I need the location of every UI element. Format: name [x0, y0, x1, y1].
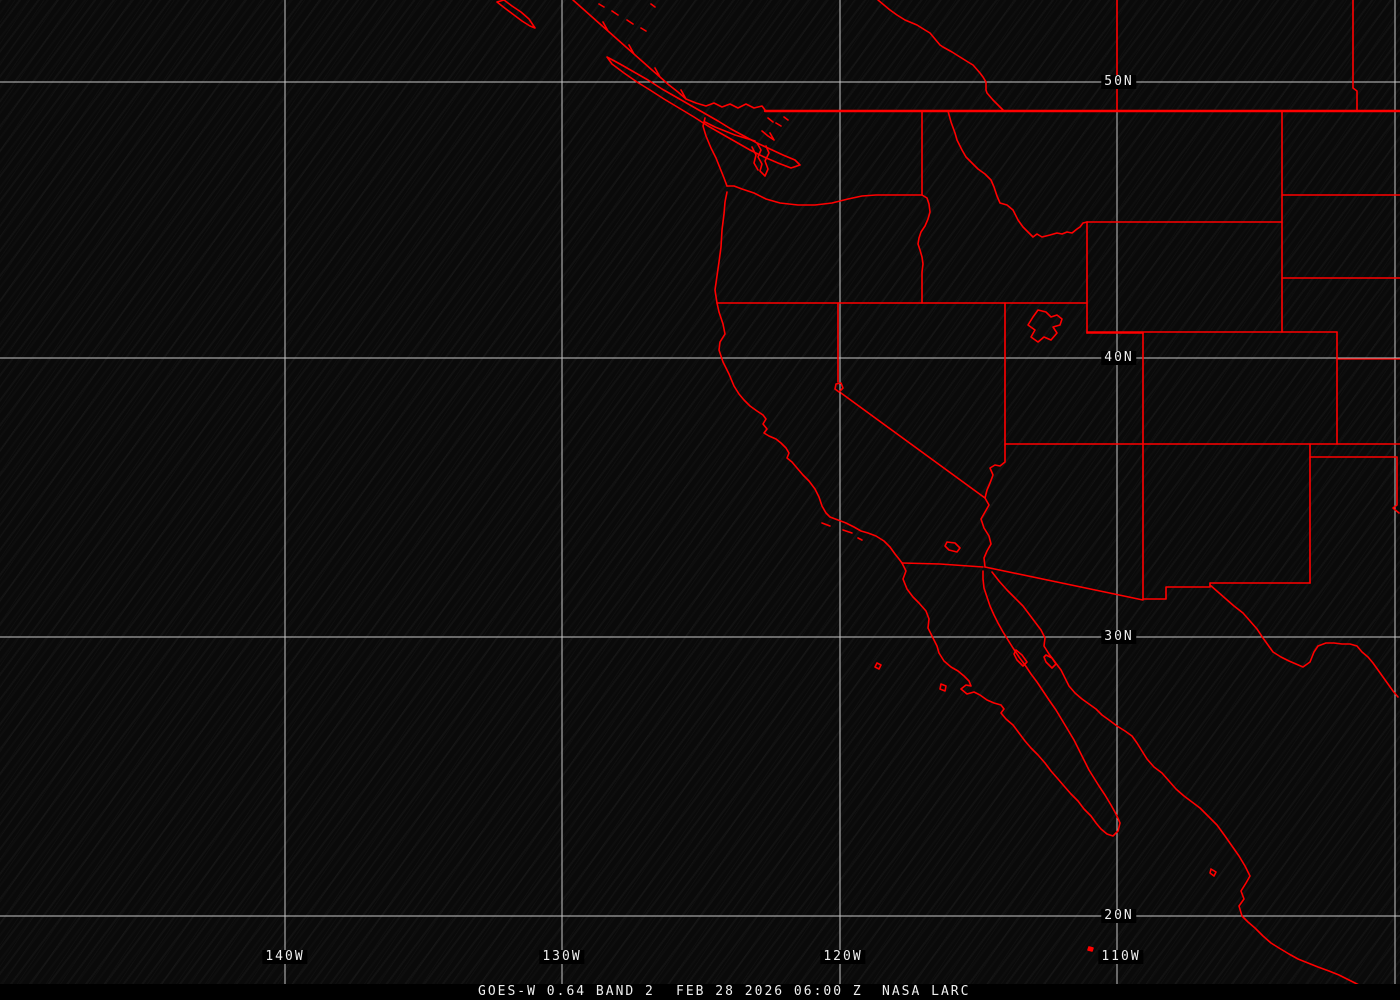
- island-angel-de-la-guarda: [1013, 649, 1028, 667]
- island-socorro-dot: [1087, 946, 1094, 952]
- island-cedros: [939, 683, 947, 692]
- lat-label-20n: 20N: [1101, 909, 1137, 923]
- border-california-mexico: [901, 562, 984, 568]
- border-idaho-montana: [947, 110, 1088, 238]
- border-texas-oklahoma-100w: [1392, 456, 1400, 514]
- caption-credit: NASA LARC: [882, 984, 971, 999]
- coastline-west-us: [702, 117, 903, 564]
- lon-label-120w: 120W: [820, 950, 866, 964]
- lon-label-140w: 140W: [262, 950, 308, 964]
- channel-islands: [821, 522, 863, 541]
- coastline-mexico-mainland: [991, 571, 1360, 985]
- salton-sea: [944, 541, 961, 553]
- caption-datetime: FEB 28 2026 06:00 Z: [676, 984, 863, 999]
- border-nevada-arizona-river: [984, 444, 1006, 499]
- border-mexico-newmexico: [1142, 582, 1211, 600]
- border-arizona-mexico: [984, 566, 1144, 601]
- lat-label-30n: 30N: [1101, 630, 1137, 644]
- puget-sound: [751, 116, 789, 177]
- caption-bar: GOES-W 0.64 BAND 2 FEB 28 2026 06:00 Z N…: [0, 984, 1400, 1000]
- border-california-arizona-river: [980, 497, 992, 568]
- great-salt-lake: [1027, 309, 1063, 343]
- border-washington-oregon: [726, 185, 923, 206]
- vancouver-island: [606, 56, 801, 169]
- lat-label-50n: 50N: [1101, 75, 1137, 89]
- border-bc-alberta: [877, 0, 1004, 111]
- border-california-nevada-diagonal: [840, 392, 986, 499]
- border-rio-grande: [1209, 584, 1399, 698]
- island-tiburon: [1043, 654, 1057, 669]
- coastline-baja-california: [901, 562, 1121, 837]
- map-outlines: [496, 0, 1400, 985]
- caption-instrument: GOES-W 0.64 BAND 2: [478, 984, 655, 999]
- bc-small-islands: [598, 3, 656, 32]
- strait-juan-de-fuca-shore: [704, 121, 756, 142]
- island-guadalupe: [874, 662, 882, 670]
- border-saskatchewan-manitoba: [1352, 0, 1358, 112]
- lon-label-110w: 110W: [1098, 950, 1144, 964]
- border-oregon-idaho: [917, 194, 931, 304]
- coastline-british-columbia: [572, 0, 766, 111]
- lon-label-130w: 130W: [539, 950, 585, 964]
- island-haida-gwaii: [496, 0, 536, 29]
- island-sonora-coast: [1209, 868, 1217, 877]
- lat-label-40n: 40N: [1101, 351, 1137, 365]
- lake-tahoe: [834, 382, 844, 393]
